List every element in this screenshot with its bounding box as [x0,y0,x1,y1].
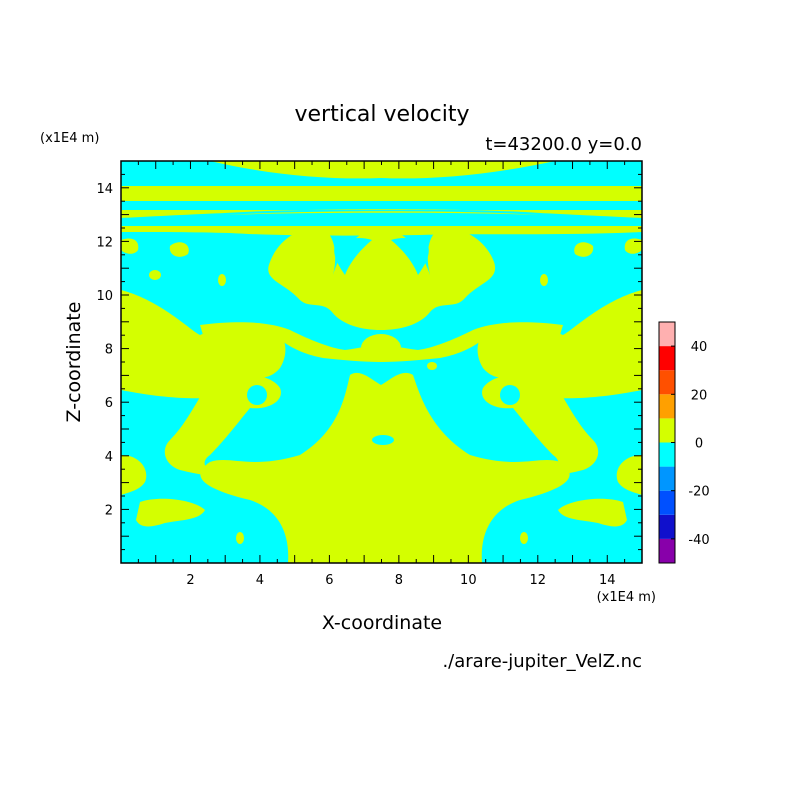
x-tick-label: 12 [530,573,547,588]
negative-region [334,237,372,275]
y-tick-label: 8 [105,343,113,358]
x-tick-label: 14 [599,573,616,588]
positive-region [574,242,594,257]
positive-region [225,211,538,215]
colorbar-tick-label: 20 [691,388,708,403]
colorbar-swatch [659,346,675,371]
colorbar-swatch [659,418,675,443]
source-file-label: ./arare-jupiter_VelZ.nc [442,651,642,672]
positive-region [121,209,642,218]
axes: 2 4 6 8 10 12 14 2 4 6 8 10 12 14 [96,160,643,588]
y-tick-label: 12 [96,235,113,250]
y-tick-label: 10 [96,289,113,304]
positive-region [121,238,139,254]
x-tick-label: 4 [256,573,264,588]
chart-subtitle: t=43200.0 y=0.0 [485,134,642,155]
x-tick-label: 2 [186,573,194,588]
positive-region [361,334,401,362]
colorbar-tick-label: 0 [695,437,703,452]
positive-region [558,498,627,527]
y-tick-label: 14 [96,182,113,197]
x-axis-label: X-coordinate [322,612,442,634]
y-unit-label: (x1E4 m) [40,131,99,146]
positive-region [149,270,161,280]
positive-region [169,242,189,257]
positive-region [477,290,642,399]
colorbar-swatch [659,514,675,539]
x-tick-label: 10 [460,573,477,588]
x-tick-label: 6 [325,573,333,588]
colorbar-swatch [659,394,675,419]
x-unit-label: (x1E4 m) [597,590,656,605]
colorbar-tick-label: 40 [691,340,708,355]
y-tick-label: 2 [105,503,113,518]
positive-region [427,362,437,370]
positive-region [236,532,244,544]
positive-region [121,455,147,495]
negative-region [500,385,520,405]
positive-region [218,274,226,286]
colorbar-tick-label: -20 [688,485,709,500]
positive-region [200,322,563,362]
colorbar: -40 -20 0 20 40 [658,321,710,564]
y-tick-label: 4 [105,450,113,465]
positive-region [624,238,642,254]
negative-region [247,385,267,405]
colorbar-swatch [659,442,675,467]
negative-region [391,237,429,275]
colorbar-tick-label: -40 [688,533,709,548]
y-axis-label: Z-coordinate [63,302,85,423]
positive-region [136,498,205,527]
positive-region [616,455,642,495]
positive-region [540,274,548,286]
positive-region [121,186,642,201]
negative-region [372,435,394,445]
positive-region [268,227,496,330]
positive-region [121,290,286,399]
y-tick-label: 6 [105,396,113,411]
positive-region [520,532,528,544]
colorbar-swatch [659,466,675,491]
colorbar-swatch [659,370,675,395]
colorbar-swatch [659,490,675,515]
positive-region [121,320,168,368]
positive-region [200,372,570,563]
x-tick-label: 8 [395,573,403,588]
colorbar-swatch [659,538,675,563]
chart-title: vertical velocity [294,102,469,127]
contour-field [121,161,642,563]
colorbar-swatch [659,322,675,347]
